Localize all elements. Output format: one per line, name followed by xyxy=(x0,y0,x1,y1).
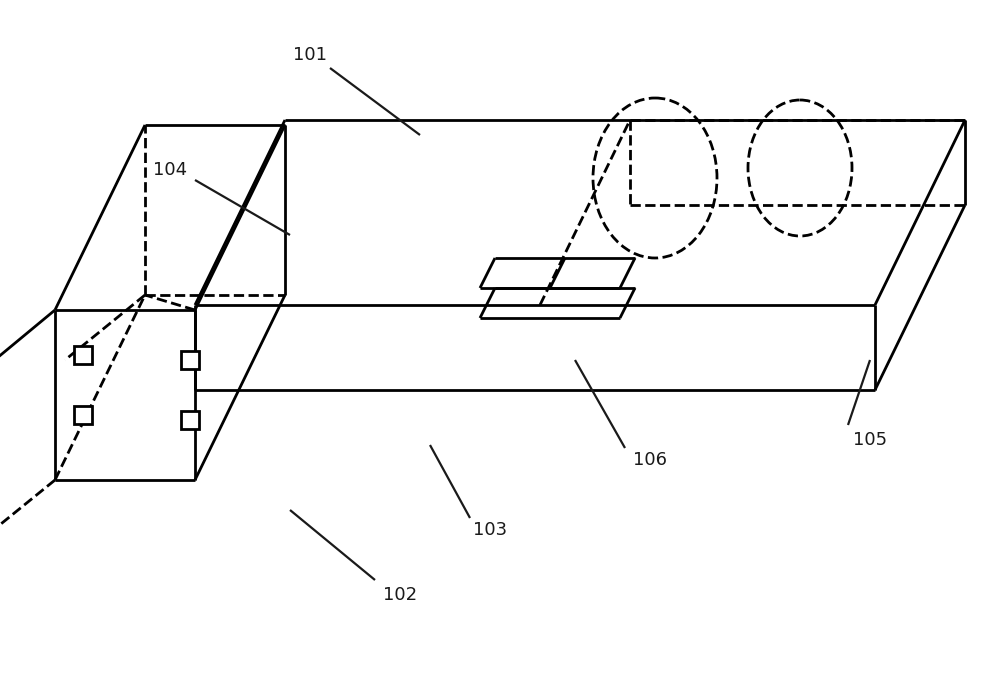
Bar xyxy=(74,406,92,424)
Text: 105: 105 xyxy=(853,431,887,449)
Text: 103: 103 xyxy=(473,521,507,539)
Bar xyxy=(181,351,199,369)
Bar xyxy=(181,411,199,429)
Text: 101: 101 xyxy=(293,46,327,64)
Text: 106: 106 xyxy=(633,451,667,469)
Text: 104: 104 xyxy=(153,161,187,179)
Text: 102: 102 xyxy=(383,586,417,604)
Bar xyxy=(74,346,92,364)
